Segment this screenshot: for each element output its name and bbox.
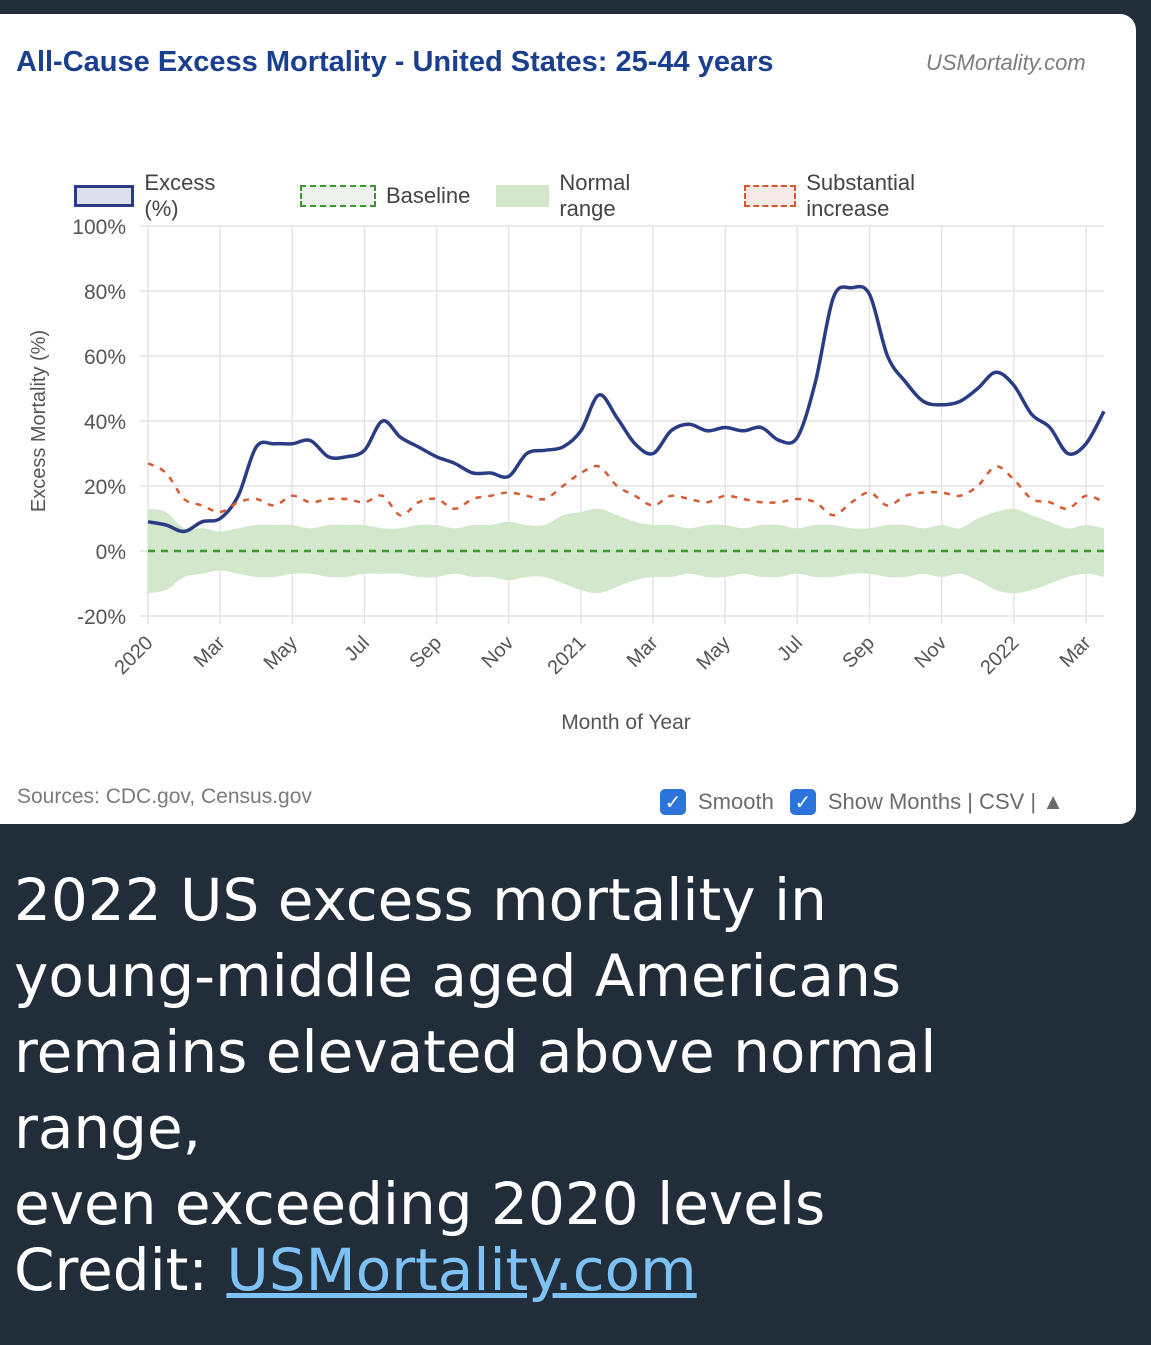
x-axis-title: Month of Year <box>561 711 691 734</box>
x-tick-label: Sep <box>405 632 446 673</box>
y-axis-title: Excess Mortality (%) <box>28 330 50 512</box>
legend-label-baseline: Baseline <box>386 183 471 208</box>
legend-label-substantial-increase: Substantial increase <box>806 170 916 221</box>
caption-line-4: even exceeding 2020 levels <box>14 1170 826 1238</box>
chart-controls: ✓ Smooth ✓ Show Months | CSV | ▲ <box>660 789 1064 815</box>
brand-watermark[interactable]: USMortality.com <box>926 50 1086 75</box>
legend-swatch-substantial-increase <box>744 185 797 207</box>
y-tick-label: -20% <box>77 606 126 629</box>
legend-label-normal-range: Normal range <box>559 170 631 221</box>
sources-text: Sources: CDC.gov, Census.gov <box>17 785 312 808</box>
post-caption: 2022 US excess mortality in young-middle… <box>14 862 1124 1242</box>
normal-range-band <box>148 508 1104 594</box>
smooth-label[interactable]: Smooth <box>698 789 774 814</box>
show-months-csv-label[interactable]: Show Months | CSV | ▲ <box>827 789 1065 814</box>
legend-item-substantial-increase[interactable]: Substantial increase <box>744 170 939 221</box>
x-tick-label: Mar <box>623 632 663 672</box>
legend-swatch-normal-range <box>496 185 550 207</box>
caption-line-3: remains elevated above normal range, <box>14 1018 937 1162</box>
y-tick-label: 80% <box>84 281 126 304</box>
legend-swatch-excess <box>74 185 135 207</box>
x-tick-label: 2022 <box>976 632 1023 679</box>
credit-link[interactable]: USMortality.com <box>226 1236 697 1304</box>
chart-title: All-Cause Excess Mortality - United Stat… <box>16 46 774 78</box>
legend-swatch-baseline <box>300 185 376 207</box>
x-tick-label: Jul <box>340 632 374 666</box>
caption-line-1: 2022 US excess mortality in <box>14 866 827 934</box>
credit-label: Credit: <box>14 1236 227 1304</box>
legend-label-excess: Excess (%) <box>144 170 216 221</box>
y-tick-label: 20% <box>84 476 126 499</box>
substantial-increase-line <box>147 462 1105 517</box>
x-tick-label: May <box>692 632 734 674</box>
chart-card: All-Cause Excess Mortality - United Stat… <box>0 14 1136 824</box>
excess-line[interactable] <box>147 284 1106 534</box>
excess-mortality-chart: -20% 0% 20% 40% 60% 80% 100% 2020 Mar May Jul Sep No… <box>28 216 1106 734</box>
caption-line-2: young-middle aged Americans <box>14 942 902 1010</box>
legend-item-normal-range[interactable]: Normal range <box>496 170 653 221</box>
y-tick-label: 100% <box>72 216 126 239</box>
credit-line: Credit: USMortality.com <box>14 1232 697 1308</box>
legend-item-excess[interactable]: Excess (%) <box>74 170 231 221</box>
x-tick-label: May <box>260 632 302 674</box>
x-tick-label: 2021 <box>543 632 590 679</box>
x-tick-label: Mar <box>190 632 230 672</box>
x-tick-label: Sep <box>838 632 879 673</box>
smooth-checkbox[interactable]: ✓ <box>660 789 686 815</box>
x-tick-label: Nov <box>910 632 951 673</box>
y-tick-label: 60% <box>84 346 126 369</box>
x-tick-label: Jul <box>773 632 807 666</box>
x-tick-label: Mar <box>1056 632 1096 672</box>
y-tick-label: 40% <box>84 411 126 434</box>
show-months-checkbox[interactable]: ✓ <box>789 789 816 815</box>
legend-item-baseline[interactable]: Baseline <box>300 181 470 211</box>
y-tick-label: 0% <box>96 541 126 564</box>
x-tick-label: 2020 <box>111 632 158 679</box>
x-tick-label: Nov <box>478 632 519 673</box>
